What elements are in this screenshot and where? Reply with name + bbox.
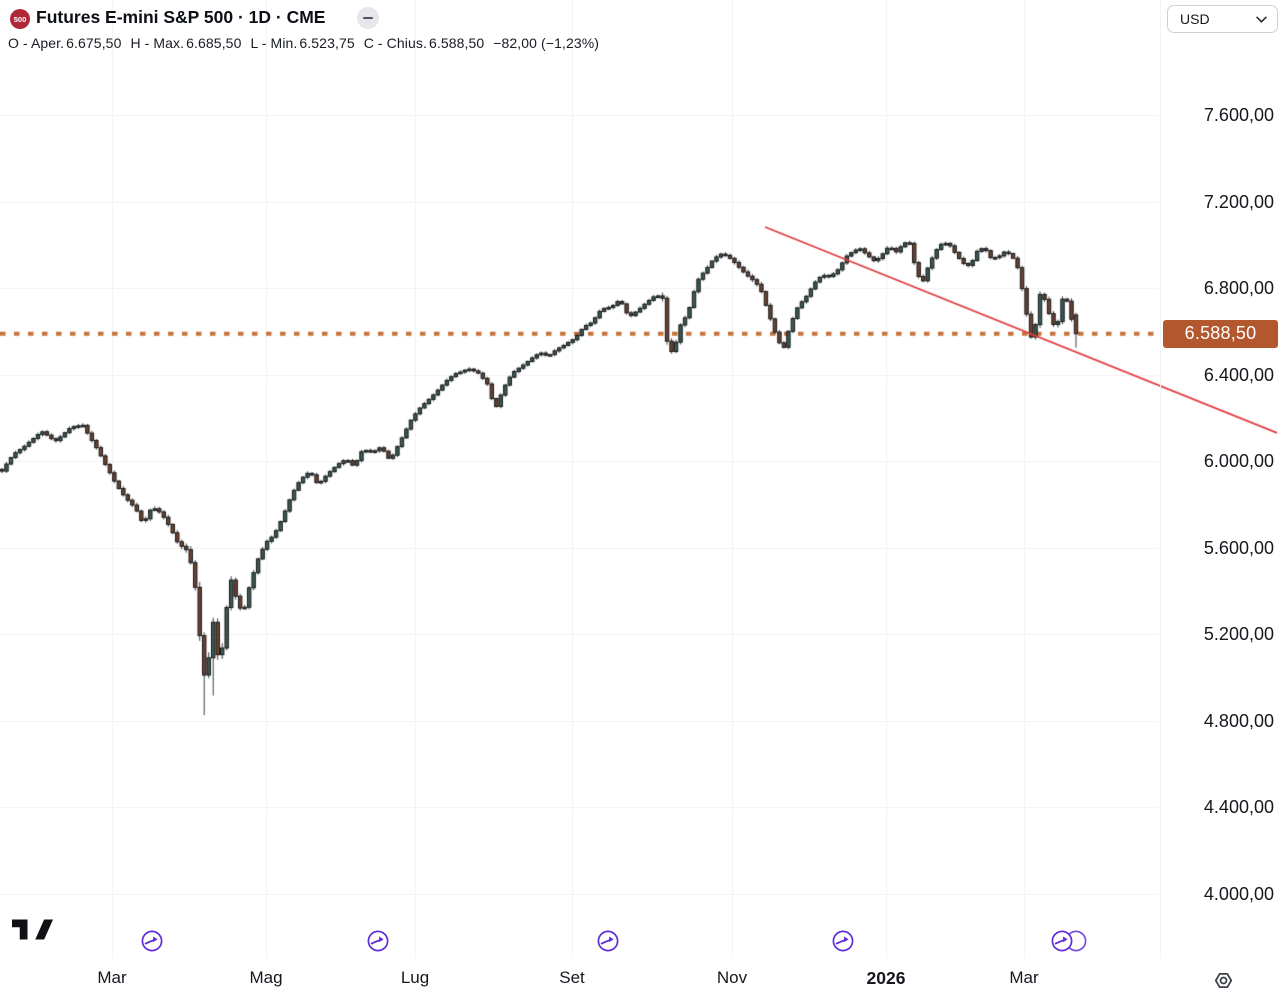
price-axis-label: 5.600,00 (1203, 537, 1274, 558)
price-axis-label: 6.000,00 (1203, 451, 1274, 471)
price-axis-label: 4.000,00 (1203, 883, 1274, 904)
time-axis-label: Mar (1009, 968, 1039, 987)
open-label: O - Aper. (8, 35, 65, 51)
price-axis-separator (1160, 0, 1161, 958)
time-axis-label: Mar (97, 968, 127, 987)
change-value: −82,00 (−1,23%) (493, 35, 600, 51)
currency-selector[interactable]: USD (1167, 5, 1278, 33)
time-axis[interactable]: Mar Mag Lug Set Nov 2026 Mar (0, 958, 1284, 1000)
time-axis-label: Lug (400, 968, 430, 987)
high-label: H - Max. (130, 35, 185, 51)
time-axis-label: Mag (249, 968, 283, 987)
price-axis[interactable]: 7.600,00 7.200,00 6.800,00 6.400,00 6.000,00… (1160, 0, 1284, 958)
contract-rollover-icon[interactable] (831, 929, 855, 953)
contract-rollover-icon[interactable] (596, 929, 620, 953)
price-axis-label: 4.400,00 (1203, 797, 1274, 817)
current-price-label: 6.588,50 (1163, 319, 1278, 348)
low-value: 6.523,75 (299, 35, 355, 51)
open-value: 6.675,50 (66, 35, 122, 51)
price-axis-label: 7.200,00 (1203, 191, 1274, 212)
minus-icon (363, 16, 373, 20)
close-value: 6.588,50 (428, 35, 485, 51)
legend-collapse-button[interactable] (357, 7, 379, 29)
contract-rollover-icon[interactable] (1050, 929, 1074, 953)
time-axis-label: 2026 (866, 968, 906, 988)
settings-icon[interactable] (1214, 971, 1233, 995)
time-axis-label: Set (559, 968, 585, 987)
ohlc-row: O - Aper. 6.675,50 H - Max. 6.685,50 L - Min… (8, 35, 601, 51)
price-axis-label: 4.800,00 (1203, 710, 1274, 731)
price-axis-label: 7.600,00 (1203, 105, 1274, 125)
price-axis-label: 5.200,00 (1203, 624, 1274, 644)
contract-rollover-icon[interactable] (140, 929, 164, 953)
price-axis-label: 6.400,00 (1203, 364, 1274, 385)
symbol-title[interactable]: Futures E-mini S&P 500 · 1D · CME (36, 7, 326, 27)
high-value: 6.685,50 (186, 35, 242, 51)
time-axis-label: Nov (716, 968, 748, 987)
contract-rollover-icon[interactable] (366, 929, 390, 953)
price-axis-label: 6.800,00 (1203, 278, 1274, 298)
tradingview-logo[interactable] (12, 916, 53, 948)
low-label: L - Min. (250, 35, 298, 51)
currency-value: USD (1180, 11, 1210, 27)
close-label: C - Chius. (363, 35, 427, 51)
chevron-down-icon (1256, 15, 1267, 23)
symbol-logo: 500 (10, 9, 30, 29)
